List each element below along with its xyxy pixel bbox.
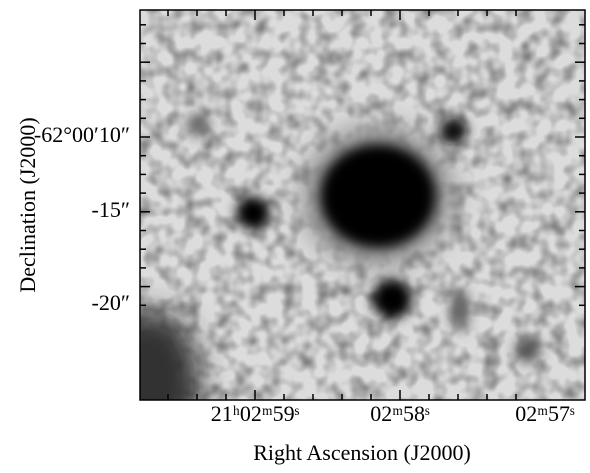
y-tick-label: -20″ [92,290,131,315]
plot-frame [139,9,586,401]
y-tick-label: -15″ [92,197,131,222]
y-axis-label: Declination (J2000) [15,117,40,292]
tick-marks [140,10,585,400]
y-tick-label: -62°00′10″ [34,122,130,147]
x-axis-label: Right Ascension (J2000) [253,440,471,465]
sky-image [140,10,585,400]
x-tick-label: 02ᵐ57ˢ [515,401,575,426]
x-tick-label: 02ᵐ58ˢ [370,401,430,426]
x-tick-label: 21ʰ02ᵐ59ˢ [211,401,300,426]
